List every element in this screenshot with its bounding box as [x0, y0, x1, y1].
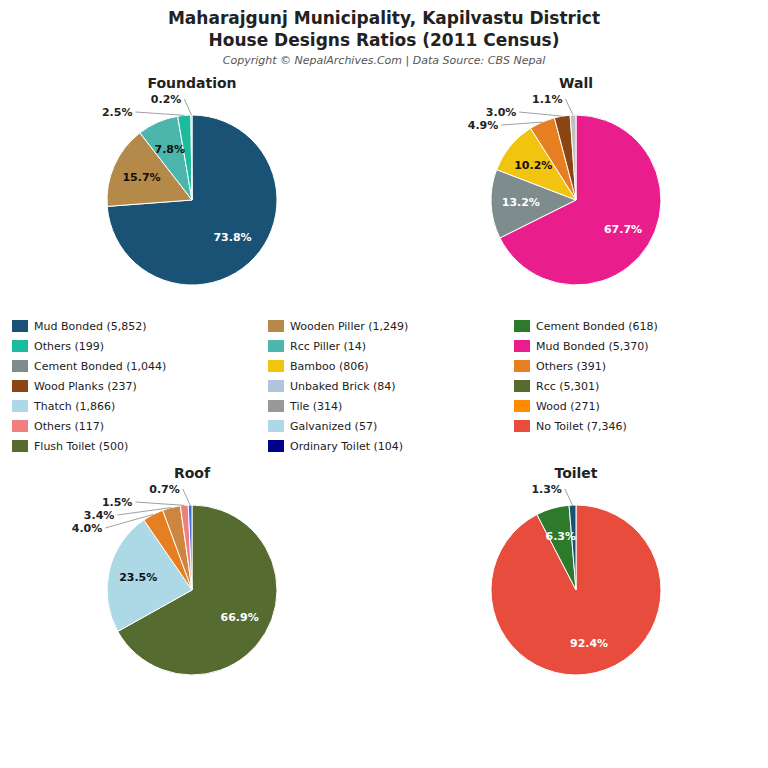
legend-label: Wooden Piller (1,249): [290, 320, 408, 333]
legend: Mud Bonded (5,852) Others (199) Cement Bon…: [12, 320, 658, 453]
legend-swatch: [268, 360, 284, 372]
legend-swatch: [268, 380, 284, 392]
pie-slice: [163, 506, 192, 590]
data-label: 4.0%: [72, 522, 103, 535]
legend-label: Thatch (1,866): [33, 400, 115, 413]
data-label: 1.1%: [532, 93, 563, 106]
leader-line: [183, 489, 190, 505]
legend-swatch: [12, 420, 28, 432]
data-label: 92.4%: [570, 637, 608, 650]
legend-swatch: [12, 320, 28, 332]
pie-group: 92.4% 6.3% 1.3%: [491, 483, 661, 675]
legend-swatch: [268, 420, 284, 432]
pie-slice: [188, 505, 192, 590]
legend-swatch: [514, 340, 530, 352]
legend-swatch: [514, 380, 530, 392]
pie-slice: [569, 505, 576, 590]
legend-label: Cement Bonded (1,044): [34, 360, 166, 373]
data-label: 23.5%: [119, 571, 157, 584]
legend-swatch: [12, 340, 28, 352]
data-label: 1.3%: [531, 483, 562, 496]
pie-slice: [191, 115, 192, 200]
data-label: 7.8%: [154, 143, 185, 156]
pie-title: Foundation: [147, 75, 236, 91]
chart-root: Maharajgunj Municipality, Kapilvastu Dis…: [0, 0, 768, 768]
pie-slice: [180, 505, 192, 590]
data-label: 6.3%: [545, 530, 576, 543]
data-label: 73.8%: [213, 231, 251, 244]
legend-label: Unbaked Brick (84): [290, 380, 396, 393]
legend-label: Galvanized (57): [290, 420, 377, 433]
legend-label: Cement Bonded (618): [536, 320, 658, 333]
pie-title: Roof: [174, 465, 211, 481]
legend-swatch: [12, 400, 28, 412]
subtitle: House Designs Ratios (2011 Census): [209, 30, 560, 50]
legend-swatch: [268, 400, 284, 412]
data-label: 3.4%: [84, 509, 115, 522]
data-label: 66.9%: [221, 611, 259, 624]
legend-swatch: [514, 360, 530, 372]
pie-slice: [491, 505, 661, 675]
legend-swatch: [514, 420, 530, 432]
legend-label: Mud Bonded (5,852): [34, 320, 147, 333]
data-label: 67.7%: [604, 223, 642, 236]
pie-slice: [554, 115, 576, 200]
legend-label: No Toilet (7,346): [536, 420, 627, 433]
leader-line: [566, 99, 574, 115]
data-label: 2.5%: [102, 106, 133, 119]
legend-swatch: [268, 320, 284, 332]
data-label: 15.7%: [122, 171, 160, 184]
data-label: 10.2%: [514, 159, 552, 172]
legend-label: Others (117): [34, 420, 104, 433]
data-label: 13.2%: [502, 196, 540, 209]
pie-title: Wall: [559, 75, 593, 91]
data-label: 1.5%: [102, 496, 133, 509]
pie-slice: [570, 115, 576, 200]
title: Maharajgunj Municipality, Kapilvastu Dis…: [168, 8, 600, 28]
legend-label: Rcc Piller (14): [290, 340, 366, 353]
legend-label: Others (391): [536, 360, 606, 373]
data-label: 0.7%: [149, 483, 180, 496]
legend-swatch: [12, 380, 28, 392]
legend-label: Tile (314): [289, 400, 342, 413]
legend-swatch: [268, 440, 284, 452]
legend-label: Others (199): [34, 340, 104, 353]
legend-swatch: [268, 340, 284, 352]
pie-group: 73.8% 15.7% 7.8% 2.5% 0.2%: [102, 93, 277, 285]
leader-line: [117, 508, 171, 515]
legend-swatch: [514, 400, 530, 412]
data-label: 0.2%: [151, 93, 182, 106]
pie-group: 66.9% 23.5% 4.0%3.4%1.5% 0.7%: [72, 483, 277, 675]
leader-line: [501, 122, 542, 125]
legend-label: Mud Bonded (5,370): [536, 340, 649, 353]
legend-label: Bamboo (806): [290, 360, 369, 373]
pie-title: Toilet: [554, 465, 597, 481]
leader-line: [565, 489, 573, 505]
legend-label: Wood Planks (237): [34, 380, 137, 393]
legend-swatch: [514, 320, 530, 332]
leader-line: [135, 502, 184, 505]
legend-swatch: [12, 440, 28, 452]
legend-label: Ordinary Toilet (104): [290, 440, 403, 453]
legend-label: Rcc (5,301): [536, 380, 599, 393]
pie-slice: [178, 115, 192, 200]
data-label: 4.9%: [468, 119, 499, 132]
legend-label: Wood (271): [536, 400, 600, 413]
data-label: 3.0%: [486, 106, 517, 119]
leader-line: [184, 99, 191, 115]
pie-slice: [107, 115, 277, 285]
legend-label: Flush Toilet (500): [34, 440, 128, 453]
annotation: Copyright © NepalArchives.Com | Data Sou…: [223, 54, 545, 67]
leader-line: [519, 112, 562, 116]
pie-group: 67.7% 13.2% 10.2% 4.9%3.0% 1.1%: [468, 93, 661, 285]
leader-line: [135, 112, 184, 115]
pie-slice: [537, 505, 576, 590]
legend-swatch: [12, 360, 28, 372]
